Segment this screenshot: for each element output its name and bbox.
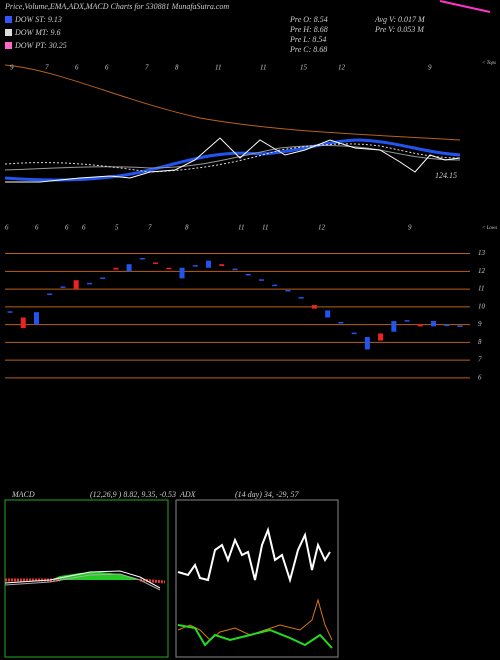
low-label: 12	[318, 224, 326, 232]
candle	[245, 273, 251, 276]
adx-di-plus	[177, 526, 331, 584]
macd-label: MACD	[11, 490, 35, 499]
candle	[351, 332, 357, 335]
adx-label: ADX	[179, 490, 197, 499]
candle	[73, 280, 79, 290]
legend-text: DOW MT: 9.6	[14, 28, 61, 37]
adx-line	[177, 624, 333, 649]
ema-gray	[4, 145, 461, 171]
candle	[139, 257, 145, 260]
candle	[113, 267, 119, 270]
low-label: 6	[65, 224, 69, 232]
low-label: 11	[262, 224, 268, 232]
candle	[325, 310, 331, 318]
y-tick-label: 7	[478, 356, 482, 364]
top-label: 6	[75, 64, 79, 72]
candle	[298, 297, 304, 299]
low-label: 7	[148, 224, 152, 232]
candle	[166, 267, 172, 270]
candle	[219, 264, 225, 266]
candle	[431, 321, 437, 327]
stat: Pre V: 0.053 M	[374, 25, 425, 34]
low-label: 9	[408, 224, 412, 232]
candle	[378, 333, 384, 341]
top-label: 6	[105, 64, 109, 72]
y-tick-label: 12	[478, 267, 486, 275]
top-label: 11	[260, 64, 266, 72]
stat: Pre O: 8.54	[289, 15, 328, 24]
top-label: 11	[215, 64, 221, 72]
legend-swatch	[5, 16, 12, 23]
tops-label: < Tops	[482, 61, 496, 66]
candle	[272, 284, 278, 287]
top-label: 8	[175, 64, 179, 72]
stat: Pre H: 8.68	[289, 25, 328, 34]
low-label: 5	[115, 224, 119, 232]
candle	[60, 286, 66, 288]
candle	[33, 312, 39, 325]
top-label: 9	[10, 64, 14, 72]
candle	[311, 305, 317, 309]
candle	[404, 320, 410, 322]
top-label: 12	[338, 64, 346, 72]
low-label: 11	[238, 224, 244, 232]
candle	[7, 311, 13, 313]
candle	[153, 262, 159, 264]
low-label: 8	[185, 224, 189, 232]
candle	[100, 277, 106, 280]
candle	[457, 325, 463, 327]
candle	[417, 324, 423, 327]
y-tick-label: 11	[478, 285, 484, 293]
legend-text: DOW PT: 30.25	[14, 41, 67, 50]
top-label: 9	[428, 64, 432, 72]
candle	[364, 337, 370, 350]
macd-params: (12,26,9 ) 8.82, 9.35, -0.53	[90, 490, 176, 499]
candle	[258, 279, 264, 281]
pink-line	[439, 0, 491, 13]
candle	[126, 264, 132, 272]
candle	[206, 260, 212, 268]
legend-swatch	[5, 42, 12, 49]
last-value: 124.15	[435, 171, 457, 180]
top-label: 7	[145, 64, 149, 72]
macd-line	[4, 570, 161, 589]
y-tick-label: 9	[478, 320, 482, 328]
candle	[391, 321, 397, 332]
price-line	[5, 137, 461, 183]
adx-params: (14 day) 34, -29, 57	[235, 490, 300, 499]
candle	[338, 321, 344, 324]
page-title: Price,Volume,EMA,ADX,MACD Charts for 530…	[4, 2, 229, 11]
top-label: 7	[45, 64, 49, 72]
candle	[47, 293, 53, 296]
candle	[444, 324, 450, 327]
low-label: 6	[5, 224, 9, 232]
stat: Pre L: 8.54	[289, 35, 326, 44]
stat: Avg V: 0.017 M	[374, 15, 426, 24]
candle	[86, 282, 92, 285]
low-label: 6	[82, 224, 86, 232]
y-tick-label: 6	[478, 374, 482, 382]
macd-signal	[4, 573, 161, 591]
lows-label: < Lows	[482, 226, 497, 231]
legend-swatch	[5, 29, 12, 36]
candle	[20, 317, 26, 329]
candle	[232, 268, 238, 271]
y-tick-label: 8	[478, 338, 482, 346]
legend-text: DOW ST: 9.13	[14, 15, 62, 24]
low-label: 6	[35, 224, 39, 232]
y-tick-label: 10	[478, 302, 486, 310]
top-label: 15	[300, 64, 308, 72]
y-tick-label: 13	[478, 249, 486, 257]
stat: Pre C: 8.68	[289, 45, 327, 54]
candle	[192, 265, 198, 267]
candle	[285, 289, 291, 292]
ema-blue	[4, 138, 461, 182]
candle	[179, 267, 185, 279]
ema-long	[4, 64, 461, 141]
